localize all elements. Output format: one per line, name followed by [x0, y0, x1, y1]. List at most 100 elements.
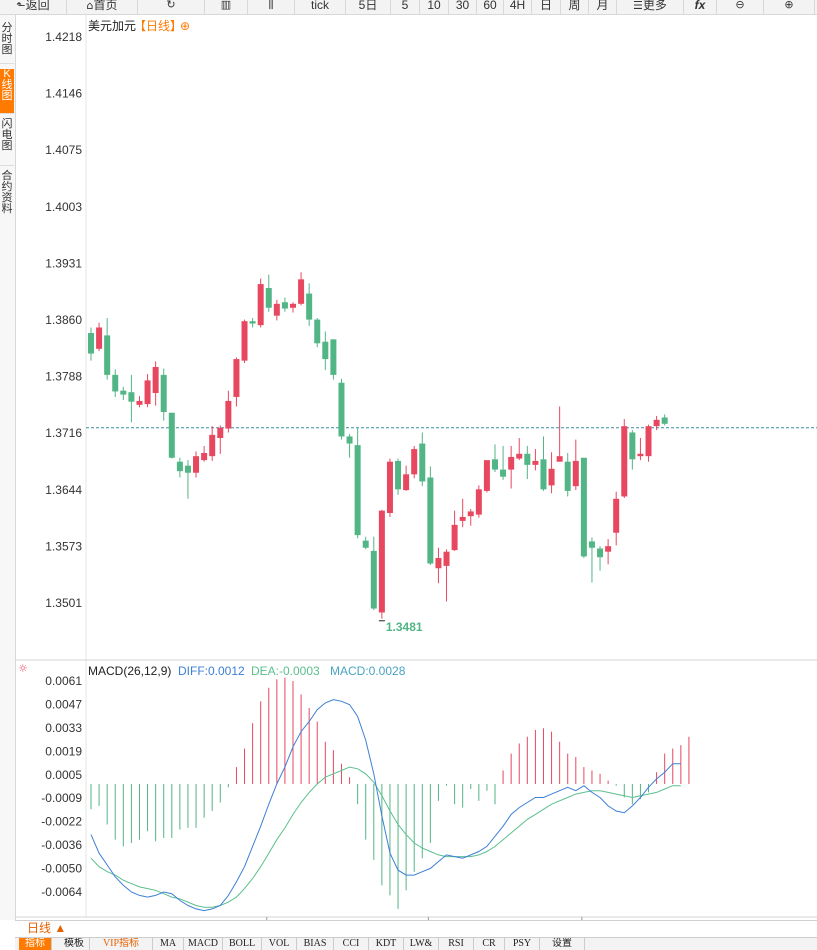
zoom-in-button[interactable]: ⊕	[764, 0, 815, 14]
zoom-out-button[interactable]: ⊖	[717, 0, 764, 14]
tab-timeshare[interactable]: 分时图	[0, 23, 14, 64]
period-4h-button[interactable]: 4H	[504, 0, 532, 14]
candle[interactable]	[176, 457, 183, 478]
macd-settings-icon[interactable]: ☼	[18, 662, 28, 675]
candle[interactable]	[564, 453, 571, 497]
period-selector[interactable]: 日线 ▲	[27, 921, 67, 935]
candle[interactable]	[395, 458, 402, 495]
period-month-button[interactable]: 月	[589, 0, 617, 14]
home-button[interactable]: ⌂首页	[67, 0, 138, 14]
candle[interactable]	[306, 283, 313, 326]
candle[interactable]	[96, 322, 103, 352]
candle[interactable]	[500, 445, 507, 480]
indicator-tab-template[interactable]: 模板	[59, 938, 90, 950]
candle[interactable]	[443, 549, 450, 602]
period-10min-button[interactable]: 10	[420, 0, 449, 14]
candle[interactable]	[273, 299, 280, 321]
indicator-tab-cr[interactable]: CR	[474, 938, 505, 950]
candle[interactable]	[322, 331, 329, 371]
refresh-button[interactable]: ↻	[138, 0, 205, 14]
candle[interactable]	[217, 425, 224, 454]
candle[interactable]	[508, 445, 515, 489]
candle[interactable]	[467, 509, 474, 526]
more-button[interactable]: ☰更多	[617, 0, 684, 14]
candle[interactable]	[128, 374, 135, 423]
candle[interactable]	[483, 460, 490, 493]
candle[interactable]	[257, 278, 264, 328]
candle[interactable]	[225, 390, 232, 433]
candle[interactable]	[435, 547, 442, 584]
candle[interactable]	[241, 319, 248, 364]
period-5min-button[interactable]: 5	[391, 0, 420, 14]
candle[interactable]	[621, 419, 628, 499]
candle[interactable]	[580, 457, 587, 559]
candle[interactable]	[136, 396, 143, 408]
candle[interactable]	[588, 537, 595, 583]
candle[interactable]	[540, 436, 547, 491]
candle[interactable]	[314, 318, 321, 348]
indicator-tab-psy[interactable]: PSY	[505, 938, 540, 950]
back-button[interactable]: ⬑返回	[0, 0, 67, 14]
candle[interactable]	[629, 430, 636, 470]
indicator-tab-settings[interactable]: 设置	[540, 938, 585, 950]
indicator-tab-boll[interactable]: BOLL	[223, 938, 262, 950]
candle[interactable]	[548, 452, 555, 494]
formula-button[interactable]: fx	[684, 0, 717, 14]
candle[interactable]	[524, 445, 531, 480]
candle[interactable]	[613, 491, 620, 546]
candle[interactable]	[605, 539, 612, 565]
candle[interactable]	[516, 438, 523, 461]
period-30min-button[interactable]: 30	[449, 0, 477, 14]
candle[interactable]	[532, 449, 539, 471]
candle[interactable]	[144, 374, 151, 408]
indicator-tab-main[interactable]: 指标	[19, 938, 52, 950]
candle[interactable]	[362, 536, 369, 550]
bar-chart-button[interactable]: ▥	[205, 0, 248, 14]
period-day-button[interactable]: 日	[532, 0, 561, 14]
candle[interactable]	[249, 318, 256, 328]
candle[interactable]	[112, 369, 119, 397]
candle[interactable]	[370, 536, 377, 611]
candle[interactable]	[298, 272, 305, 306]
period-week-button[interactable]: 周	[561, 0, 589, 14]
candle[interactable]	[459, 498, 466, 528]
tab-flash[interactable]: 闪电图	[0, 119, 14, 166]
candle[interactable]	[354, 427, 361, 539]
tab-contract-info[interactable]: 合约资料	[0, 171, 14, 229]
candle[interactable]	[451, 510, 458, 551]
candle[interactable]	[556, 406, 563, 462]
candle[interactable]	[201, 445, 208, 462]
candle[interactable]	[168, 412, 175, 459]
candle[interactable]	[120, 386, 127, 401]
candle[interactable]	[637, 438, 644, 461]
add-symbol-icon[interactable]: ⊕	[180, 19, 190, 33]
candle[interactable]	[572, 439, 579, 491]
candle[interactable]	[645, 424, 652, 462]
candle-chart-button[interactable]: ⫼	[248, 0, 295, 14]
candle[interactable]	[492, 444, 498, 472]
candle[interactable]	[597, 546, 604, 571]
candle[interactable]	[184, 460, 191, 499]
candle[interactable]	[475, 485, 482, 518]
indicator-tab-ma[interactable]: MA	[153, 938, 184, 950]
candle[interactable]	[419, 432, 426, 487]
candle[interactable]	[386, 458, 393, 517]
indicator-tab-vip[interactable]: VIP指标	[90, 938, 153, 950]
indicator-tab-kdt[interactable]: KDT	[369, 938, 404, 950]
candle[interactable]	[209, 426, 216, 461]
candle[interactable]	[403, 465, 410, 491]
tick-button[interactable]: tick	[295, 0, 346, 14]
indicator-tab-rsi[interactable]: RSI	[439, 938, 474, 950]
candle[interactable]	[290, 302, 296, 313]
period-60min-button[interactable]: 60	[477, 0, 504, 14]
candle[interactable]	[281, 297, 288, 312]
indicator-tab-bias[interactable]: BIAS	[297, 938, 334, 950]
candle[interactable]	[330, 339, 337, 380]
candle[interactable]	[427, 466, 434, 566]
candle[interactable]	[661, 414, 668, 426]
candle[interactable]	[346, 434, 353, 458]
candle[interactable]	[233, 357, 240, 407]
indicator-tab-vol[interactable]: VOL	[262, 938, 297, 950]
candle[interactable]	[653, 415, 660, 431]
